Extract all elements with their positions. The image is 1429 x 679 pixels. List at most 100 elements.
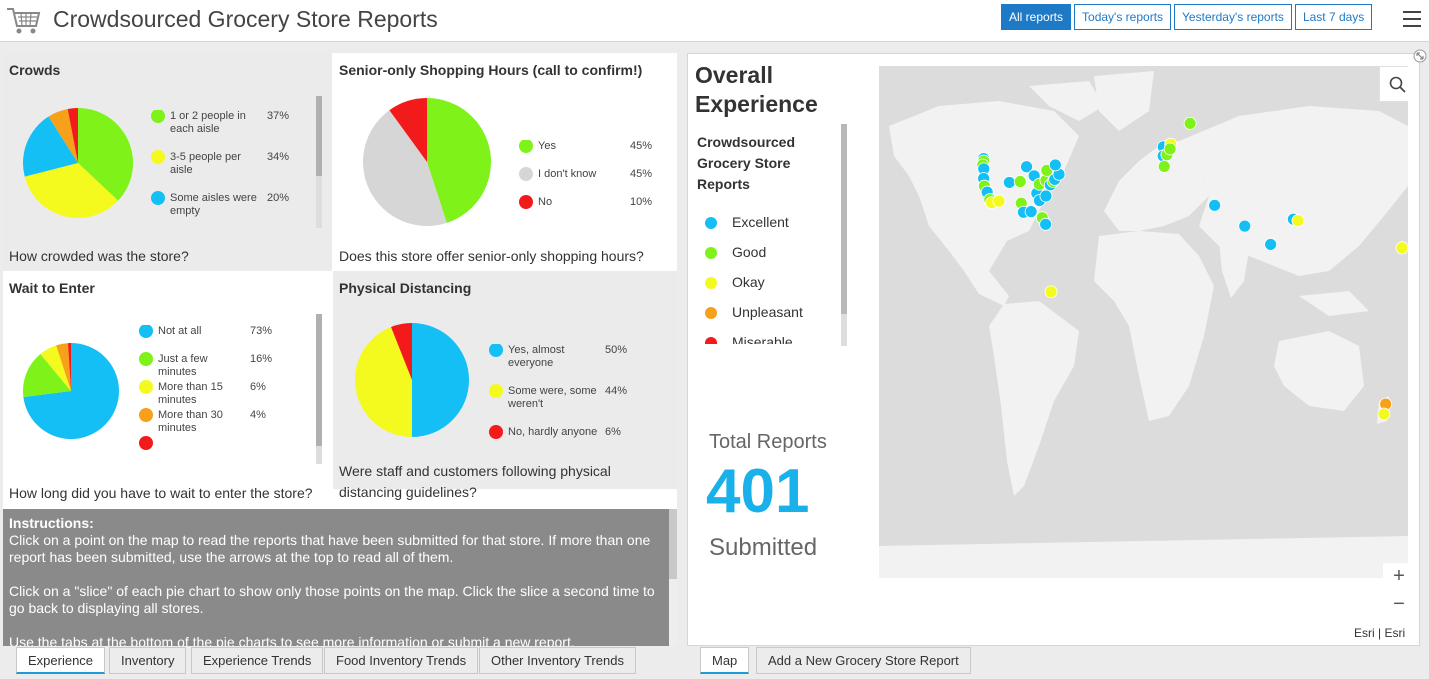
store-report-point[interactable] [992,194,1006,208]
map-search-button[interactable] [1379,66,1408,102]
world-map[interactable] [879,66,1408,578]
store-report-point[interactable] [1377,407,1391,421]
distancing-pie-chart[interactable] [355,323,469,437]
filter-todays-reports[interactable]: Today's reports [1074,4,1172,30]
overall-experience-title: Overall Experience [695,62,818,117]
store-report-point[interactable] [1157,160,1171,173]
legend-label: Just a few minutes [158,353,208,378]
tab-experience-trends[interactable]: Experience Trends [191,647,324,674]
legend-dot [151,150,165,164]
crowds-pie-slice[interactable] [48,108,78,163]
legend-label: More than 15 minutes [158,381,223,406]
legend-dot [139,352,153,366]
senior-pie-slice[interactable] [363,110,447,226]
distancing-pie-slice[interactable] [412,323,469,437]
store-report-point[interactable] [1291,214,1305,228]
hamburger-menu-icon[interactable] [1403,11,1421,27]
store-report-point[interactable] [1048,158,1062,172]
tab-inventory[interactable]: Inventory [109,647,187,674]
store-report-point[interactable] [1163,142,1177,156]
filter-yesterdays-reports[interactable]: Yesterday's reports [1174,4,1292,30]
tab-experience[interactable]: Experience [16,647,106,674]
crowds-legend-scrollbar[interactable] [316,96,322,228]
legend-dot [489,425,503,439]
distancing-title: Physical Distancing [339,280,472,296]
legend-dot [519,195,533,209]
landmass-shapes [879,71,1408,578]
zoom-out-button[interactable]: − [1383,591,1415,619]
crowds-pie-slice[interactable] [67,108,78,163]
instructions-paragraph: Click on a "slice" of each pie chart to … [9,583,655,616]
store-report-point[interactable] [1039,189,1053,203]
crowds-question: How crowded was the store? [9,248,189,264]
tab-food-inventory-trends[interactable]: Food Inventory Trends [324,647,479,674]
wait-pie-slice[interactable] [40,345,71,391]
wait-panel: Wait to Enter Not at all 73% Just a few mi… [3,271,332,501]
store-report-point[interactable] [1183,117,1197,130]
legend-label: Unpleasant [732,304,803,320]
distancing-pie-slice[interactable] [391,323,412,380]
legend-dot [519,167,533,181]
legend-dot [151,110,165,123]
store-report-point[interactable] [1020,160,1033,174]
instructions-paragraph: Click on a point on the map to read the … [9,532,651,565]
legend-percent: 45% [630,140,653,152]
tab-add-report[interactable]: Add a New Grocery Store Report [756,647,971,674]
wait-pie-slice[interactable] [23,354,71,398]
crowds-pie-slice[interactable] [78,108,133,201]
filter-all-reports[interactable]: All reports [1001,4,1072,30]
wait-pie-slice[interactable] [23,343,119,439]
senior-pie-slice[interactable] [389,98,427,162]
crowds-pie-chart[interactable] [23,108,133,218]
distancing-legend: Yes, almost everyone 50% Some were, some w… [489,344,669,444]
store-report-point[interactable] [1039,217,1053,231]
legend-label: No, hardly anyone [508,426,598,438]
store-report-point[interactable] [1264,238,1278,251]
store-report-point[interactable] [1044,285,1058,299]
crowds-legend: 1 or 2 people in each aisle 37% 3-5 people… [151,110,311,228]
senior-hours-question: Does this store offer senior-only shoppi… [339,248,644,264]
senior-pie-slice[interactable] [427,98,491,223]
crowds-pie-slice[interactable] [23,116,79,177]
crowds-title: Crowds [9,62,61,78]
store-report-point[interactable] [1002,176,1016,189]
legend-dot [139,380,153,394]
legend-dot [705,277,717,289]
legend-label: I don't know [538,168,597,180]
wait-pie-slice[interactable] [67,343,71,391]
tab-other-inventory-trends[interactable]: Other Inventory Trends [479,647,636,674]
map-report-points[interactable] [976,117,1408,421]
crowds-pie-slice[interactable] [24,163,119,218]
legend-label: Good [732,244,767,260]
senior-hours-pie-chart[interactable] [363,98,491,226]
wait-title: Wait to Enter [9,280,95,296]
legend-percent: 45% [630,168,653,180]
tab-map[interactable]: Map [700,647,750,674]
instructions-box: Instructions: Click on a point on the ma… [3,509,669,646]
zoom-in-button[interactable]: + [1383,563,1415,591]
wait-pie-chart[interactable] [23,343,119,439]
legend-label: No [538,196,553,208]
legend-label: 3-5 people per aisle [170,151,241,176]
store-report-point[interactable] [1395,241,1408,255]
store-report-point[interactable] [1238,219,1252,233]
legend-dot [151,191,165,205]
store-report-point[interactable] [1208,198,1222,212]
total-reports-value: 401 [706,457,810,526]
legend-percent: 10% [630,196,653,208]
world-map-canvas[interactable] [879,66,1408,578]
store-report-point[interactable] [1013,175,1027,188]
map-legend-scrollbar[interactable] [841,124,847,346]
distancing-pie-slice[interactable] [355,327,412,437]
store-report-point[interactable] [1024,205,1038,219]
search-icon [1389,76,1406,93]
total-reports-label: Total Reports [709,431,827,453]
legend-percent: 4% [250,409,266,421]
legend-label: Yes, almost everyone [508,344,565,369]
wait-legend-scrollbar[interactable] [316,314,322,464]
expand-icon[interactable] [1413,49,1427,63]
instructions-scrollbar[interactable] [669,509,677,646]
shopping-cart-icon [7,8,41,34]
filter-last-7-days[interactable]: Last 7 days [1294,4,1373,30]
wait-pie-slice[interactable] [56,343,71,391]
